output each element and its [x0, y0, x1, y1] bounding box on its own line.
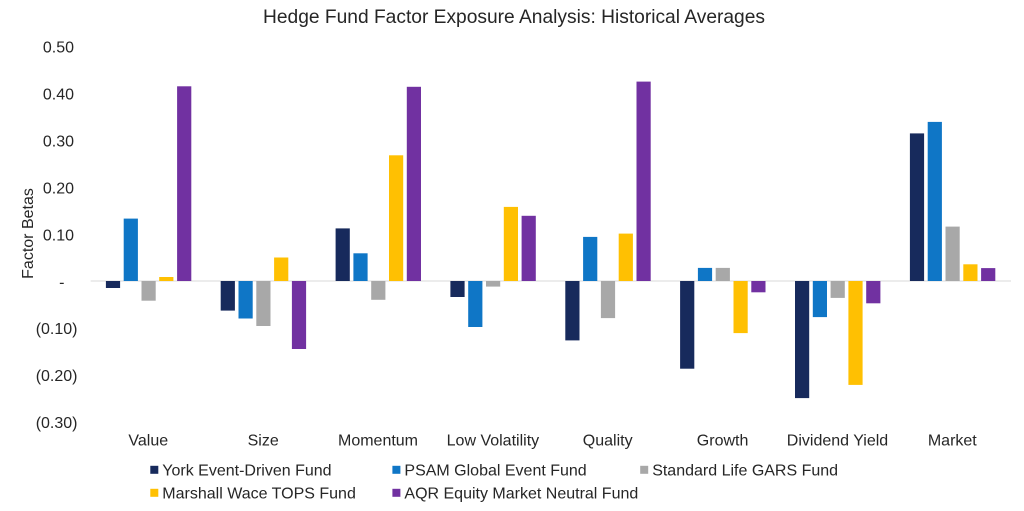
svg-text:Growth: Growth	[697, 433, 749, 450]
svg-text:Market: Market	[928, 433, 977, 450]
svg-text:(0.20): (0.20)	[36, 368, 78, 385]
svg-text:Marshall Wace TOPS Fund: Marshall Wace TOPS Fund	[162, 486, 356, 503]
svg-text:0.10: 0.10	[43, 227, 74, 244]
svg-text:-: -	[59, 274, 64, 291]
svg-text:Low Volatility: Low Volatility	[447, 433, 540, 450]
svg-text:Standard Life GARS Fund: Standard Life GARS Fund	[652, 463, 838, 480]
svg-text:0.50: 0.50	[43, 40, 74, 57]
svg-text:0.20: 0.20	[43, 181, 74, 198]
svg-text:Dividend Yield: Dividend Yield	[787, 433, 888, 450]
svg-text:Value: Value	[128, 433, 168, 450]
svg-text:Size: Size	[248, 433, 279, 450]
svg-text:Hedge Fund Factor Exposure Ana: Hedge Fund Factor Exposure Analysis: His…	[263, 7, 765, 28]
svg-text:AQR Equity Market Neutral Fund: AQR Equity Market Neutral Fund	[404, 486, 638, 503]
svg-text:Momentum: Momentum	[338, 433, 418, 450]
svg-text:0.30: 0.30	[43, 134, 74, 151]
svg-text:Quality: Quality	[583, 433, 633, 450]
svg-text:York Event-Driven Fund: York Event-Driven Fund	[162, 463, 331, 480]
svg-text:(0.10): (0.10)	[36, 321, 78, 338]
svg-text:0.40: 0.40	[43, 87, 74, 104]
svg-text:PSAM Global Event Fund: PSAM Global Event Fund	[404, 463, 586, 480]
svg-text:(0.30): (0.30)	[36, 415, 78, 432]
svg-text:Factor Betas: Factor Betas	[20, 188, 37, 279]
